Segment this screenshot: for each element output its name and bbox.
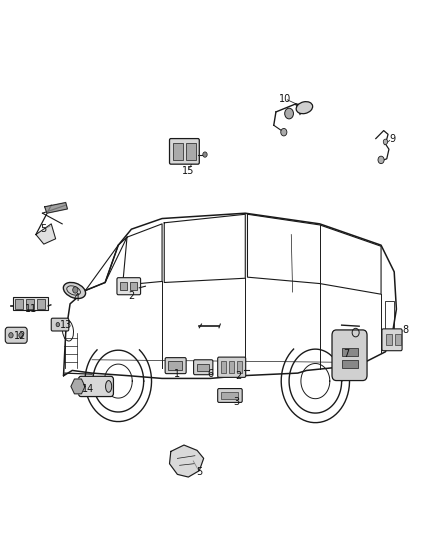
Bar (386, 334, 392, 345)
Text: 14: 14 (81, 384, 94, 394)
Text: 15: 15 (182, 166, 194, 175)
Text: 3: 3 (233, 398, 240, 407)
Circle shape (56, 322, 60, 327)
Text: 1: 1 (174, 369, 180, 379)
Bar (229, 361, 234, 373)
Text: 5: 5 (41, 224, 47, 234)
Text: 7: 7 (343, 350, 349, 359)
Text: 10: 10 (279, 94, 291, 103)
Text: 8: 8 (402, 326, 408, 335)
FancyBboxPatch shape (194, 360, 213, 375)
Bar (197, 364, 209, 371)
Text: 5: 5 (196, 467, 202, 477)
Circle shape (9, 333, 13, 338)
Bar (130, 282, 137, 290)
Circle shape (19, 333, 23, 338)
Bar (37, 299, 45, 309)
FancyBboxPatch shape (382, 329, 402, 351)
Bar (221, 361, 226, 373)
Circle shape (378, 156, 384, 164)
Bar (26, 299, 34, 309)
FancyBboxPatch shape (51, 318, 69, 331)
Circle shape (383, 139, 388, 144)
Circle shape (203, 152, 207, 157)
Ellipse shape (64, 282, 85, 298)
Bar (221, 392, 238, 399)
Bar (237, 361, 242, 373)
Text: 13: 13 (60, 320, 72, 330)
Bar (395, 334, 401, 345)
Bar (342, 360, 358, 368)
Ellipse shape (106, 381, 112, 392)
Bar (173, 143, 183, 160)
Text: 9: 9 (389, 134, 395, 143)
Bar (385, 301, 394, 330)
Text: 12: 12 (14, 331, 26, 341)
Bar (186, 143, 196, 160)
Ellipse shape (296, 102, 313, 114)
Polygon shape (170, 445, 204, 477)
Circle shape (281, 128, 287, 136)
Bar (13, 297, 48, 310)
FancyBboxPatch shape (332, 330, 367, 381)
FancyBboxPatch shape (218, 357, 246, 377)
Bar (168, 361, 182, 370)
FancyBboxPatch shape (165, 358, 186, 374)
Circle shape (73, 287, 78, 293)
Circle shape (285, 108, 293, 119)
Text: 2: 2 (128, 291, 134, 301)
FancyBboxPatch shape (117, 278, 141, 295)
Polygon shape (36, 224, 56, 244)
FancyBboxPatch shape (170, 139, 199, 164)
Bar (342, 348, 358, 356)
Text: 4: 4 (74, 294, 80, 303)
FancyBboxPatch shape (78, 376, 113, 397)
Polygon shape (71, 379, 85, 394)
Bar (15, 299, 23, 309)
FancyBboxPatch shape (5, 327, 27, 343)
Text: 2: 2 (236, 371, 242, 381)
Bar (120, 282, 127, 290)
FancyBboxPatch shape (218, 389, 242, 402)
Polygon shape (45, 203, 67, 213)
Text: 11: 11 (25, 304, 37, 314)
Text: 6: 6 (207, 369, 213, 379)
